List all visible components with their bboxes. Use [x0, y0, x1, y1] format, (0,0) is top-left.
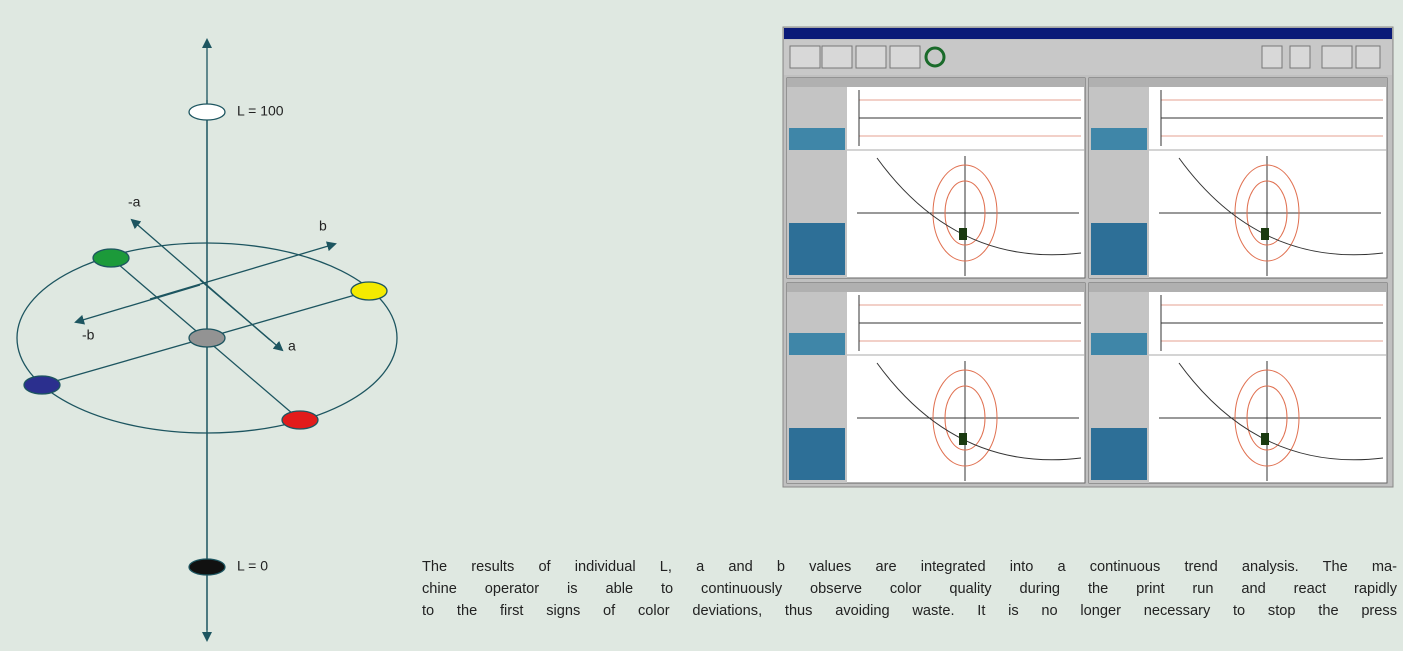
- label: a: [288, 338, 296, 354]
- illustration: L = 100 -a b -b a L = 0: [0, 0, 1403, 651]
- color-space-diagram: [17, 40, 397, 640]
- sidebar-block: [1091, 428, 1147, 480]
- paragraph: The results of individual L, a and b val…: [422, 556, 1397, 622]
- label: L = 100: [237, 103, 284, 119]
- toolbar-button: [1356, 46, 1380, 68]
- label: L = 0: [237, 558, 268, 574]
- text-line: The results of individual L, a and b val…: [422, 556, 1397, 578]
- sidebar-block: [789, 428, 845, 480]
- label: -b: [82, 327, 95, 343]
- pane-header: [787, 283, 1085, 292]
- toolbar-button: [856, 46, 886, 68]
- label: -a: [128, 194, 141, 210]
- label: b: [319, 218, 327, 234]
- white-point: [189, 104, 225, 120]
- text-line: chine operator is able to continuously o…: [422, 578, 1397, 600]
- pane-header: [1089, 78, 1387, 87]
- toolbar-button: [822, 46, 852, 68]
- software-screenshot: [783, 27, 1393, 487]
- page: {"diagram": {"labels": {"l100": "L = 100…: [0, 0, 1403, 651]
- pane-header: [1089, 283, 1387, 292]
- sample: [1261, 433, 1269, 445]
- blue-point: [24, 376, 60, 394]
- b-axis-neg: [76, 285, 200, 322]
- b-axis-pos: [150, 244, 335, 299]
- toolbar-button: [1290, 46, 1310, 68]
- toolbar-button: [1322, 46, 1352, 68]
- sample: [959, 228, 967, 240]
- toolbar-button: [1262, 46, 1282, 68]
- gray-point: [189, 329, 225, 347]
- black-point: [189, 559, 225, 575]
- text-line: to the first signs of color deviations, …: [422, 600, 1397, 622]
- page-body: L = 100 -a b -b a L = 0 The results of i…: [0, 0, 1403, 651]
- yellow-point: [351, 282, 387, 300]
- red-point: [282, 411, 318, 429]
- pane-header: [787, 78, 1085, 87]
- sidebar-block: [789, 128, 845, 150]
- sidebar-block: [789, 223, 845, 275]
- title-bar: [784, 28, 1392, 39]
- toolbar-button: [890, 46, 920, 68]
- sidebar-block: [789, 333, 845, 355]
- sample: [1261, 228, 1269, 240]
- toolbar-button: [790, 46, 820, 68]
- sidebar-block: [1091, 333, 1147, 355]
- sample: [959, 433, 967, 445]
- green-point: [93, 249, 129, 267]
- sidebar-block: [1091, 223, 1147, 275]
- sidebar-block: [1091, 128, 1147, 150]
